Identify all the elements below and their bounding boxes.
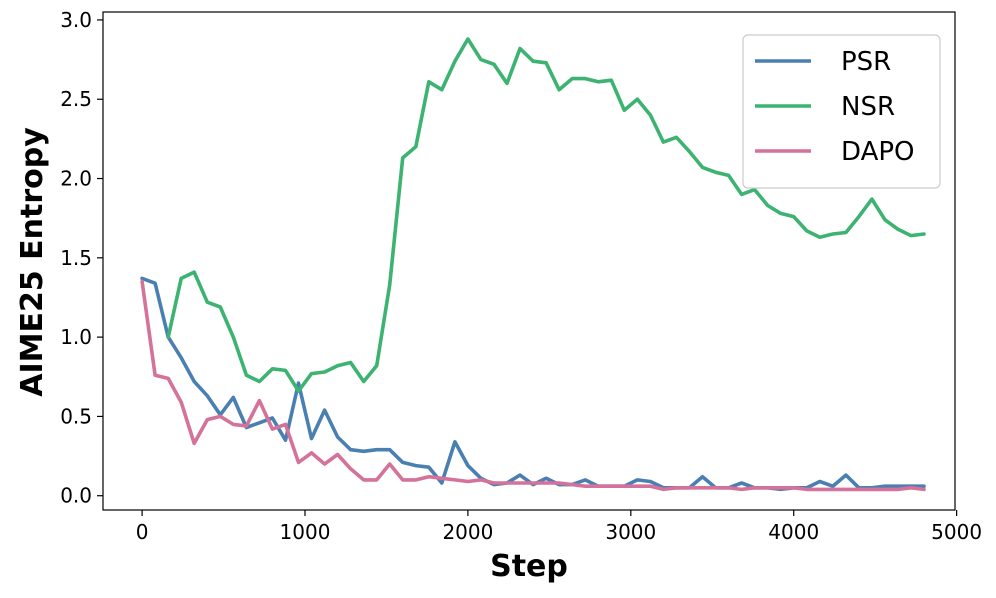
- y-tick-label: 1.5: [60, 246, 92, 270]
- y-tick-label: 2.0: [60, 167, 92, 191]
- legend-label-psr: PSR: [841, 47, 891, 77]
- x-tick-label: 5000: [931, 520, 982, 544]
- series-line-nsr: [166, 37, 926, 393]
- y-tick-label: 2.5: [60, 87, 92, 111]
- legend-label-nsr: NSR: [841, 92, 895, 122]
- x-tick-label: 1000: [280, 520, 331, 544]
- x-tick-label: 0: [136, 520, 149, 544]
- series-lines: [140, 37, 926, 492]
- x-tick-label: 4000: [768, 520, 819, 544]
- y-tick-label: 3.0: [60, 8, 92, 32]
- y-axis: 0.0 0.5 1.0 1.5 2.0 2.5 3.0: [60, 8, 103, 508]
- y-tick-label: 1.0: [60, 325, 92, 349]
- x-tick-label: 3000: [605, 520, 656, 544]
- x-axis-title: Step: [490, 549, 568, 584]
- legend: PSR NSR DAPO: [742, 34, 941, 189]
- legend-label-dapo: DAPO: [841, 137, 915, 167]
- x-tick-label: 2000: [442, 520, 493, 544]
- series-line-psr: [140, 276, 926, 492]
- plot-frame: [102, 11, 956, 511]
- y-tick-label: 0.0: [60, 484, 92, 508]
- series-line-dapo: [140, 279, 926, 492]
- y-tick-label: 0.5: [60, 404, 92, 428]
- x-axis: 0 1000 2000 3000 4000 5000: [136, 510, 982, 544]
- y-axis-title: AIME25 Entropy: [15, 127, 50, 397]
